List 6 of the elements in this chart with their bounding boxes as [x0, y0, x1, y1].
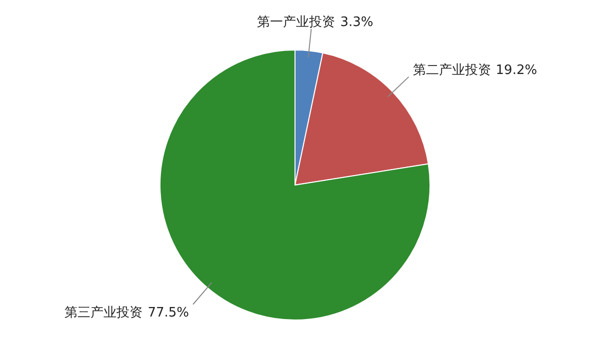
slice-label: 第二产业投资: [412, 62, 491, 78]
slice-label: 第一产业投资: [257, 14, 336, 30]
slice-label: 第三产业投资: [64, 305, 143, 320]
data-label: 3.3%: [340, 14, 374, 30]
data-label: 77.5%: [148, 305, 190, 320]
data-label: 19.2%: [496, 62, 538, 78]
